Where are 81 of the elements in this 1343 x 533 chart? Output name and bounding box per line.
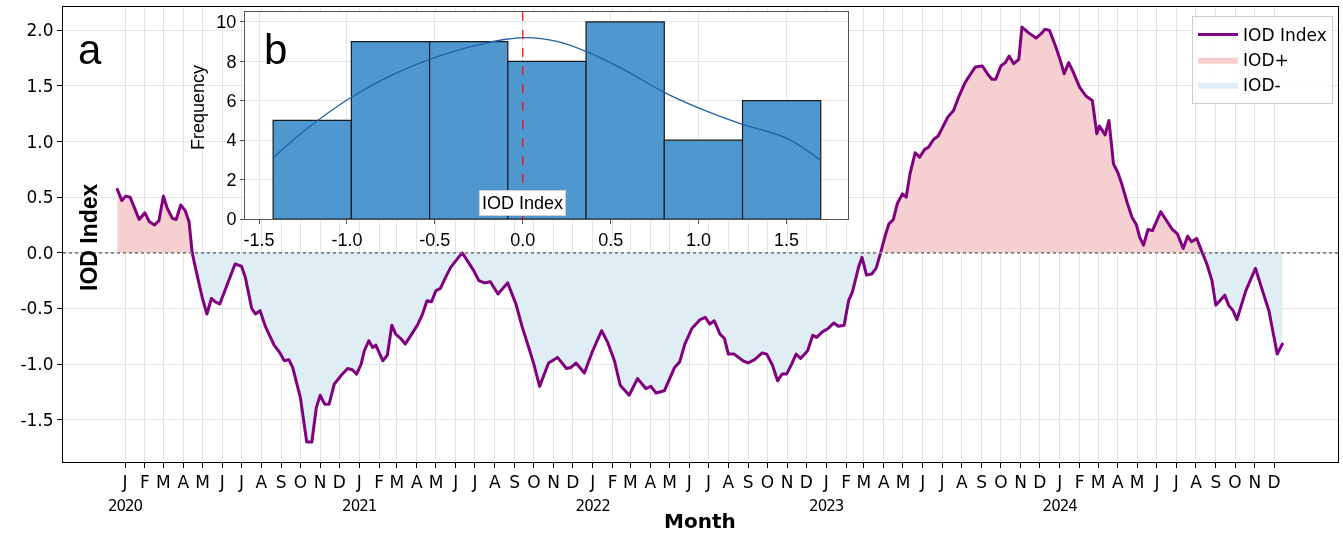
x-tick-label: J — [218, 472, 225, 493]
y-tick-label: 2.0 — [26, 20, 54, 41]
x-tick-label: O — [527, 472, 541, 493]
x-tick-label: A — [644, 472, 657, 493]
x-tick-label: O — [994, 472, 1008, 493]
y-axis-title: IOD Index — [76, 183, 102, 291]
y-tick-label: 8 — [226, 51, 237, 72]
x-tick-label: A — [722, 472, 735, 493]
annotation: b — [264, 26, 288, 73]
x-tick-label: F — [1074, 472, 1085, 493]
x-tick-label: M — [623, 472, 638, 493]
x-tick-label: 0.5 — [598, 229, 624, 250]
x-tick-label: A — [177, 472, 190, 493]
x-tick-label: A — [1190, 472, 1203, 493]
x-tick-label: S — [509, 472, 521, 493]
x-tick-label: S — [742, 472, 754, 493]
x-tick-label: M — [195, 472, 210, 493]
x-tick-label: M — [428, 472, 444, 493]
x-tick-label: J — [1172, 472, 1179, 493]
x-tick-label: F — [374, 472, 384, 493]
x-tick-label: J — [704, 472, 712, 493]
y-axis-title: Frequency — [188, 65, 209, 151]
legend-label: IOD- — [1243, 75, 1281, 96]
annotation: a — [78, 26, 102, 73]
x-tick-label: N — [1014, 472, 1028, 493]
x-tick-label: S — [275, 472, 287, 493]
x-tick-label: M — [1090, 472, 1106, 493]
x-tick-label: N — [547, 472, 561, 493]
x-tick-label: A — [255, 472, 268, 493]
x-tick-label: O — [760, 472, 775, 493]
x-tick-label: D — [1267, 472, 1281, 493]
x-tick-label: N — [313, 472, 327, 493]
x-tick-label: N — [780, 472, 794, 493]
x-tick-label: A — [410, 472, 423, 493]
x-tick-label: 0.0 — [510, 229, 536, 250]
y-tick-label: 10 — [216, 12, 237, 33]
y-tick-label: 1.5 — [26, 75, 54, 96]
x-tick-label: J — [237, 472, 244, 493]
y-tick-label: 1.0 — [26, 131, 54, 152]
x-tick-label: F — [607, 472, 618, 493]
x-tick-label: A — [877, 472, 890, 493]
x-tick-label: J — [471, 472, 478, 493]
y-tick-label: 0 — [226, 209, 237, 230]
x-tick-label: F — [841, 472, 851, 493]
x-tick-label: S — [1210, 472, 1222, 493]
ref-line-label: IOD Index — [482, 193, 564, 213]
x-tick-label: A — [1112, 472, 1125, 493]
x-tick-label: A — [956, 472, 969, 493]
x-tick-label: M — [856, 472, 872, 493]
y-tick-label: -0.5 — [20, 298, 54, 319]
y-tick-label: 6 — [226, 91, 237, 112]
y-tick-label: 4 — [226, 130, 237, 151]
x-tick-label: 1.5 — [773, 229, 799, 250]
x-tick-label: A — [489, 472, 501, 493]
y-tick-label: 2 — [226, 169, 237, 190]
x-tick-label: M — [662, 472, 677, 493]
x-tick-label: N — [1248, 472, 1262, 493]
x-tick-label: J — [938, 472, 945, 493]
x-tick-label: O — [1228, 472, 1242, 493]
x-tick-label: F — [140, 472, 150, 493]
y-tick-label: -1.5 — [20, 409, 54, 430]
x-tick-label: 1.0 — [686, 229, 712, 250]
y-tick-label: 0.0 — [26, 242, 54, 263]
x-tick-label: J — [919, 472, 926, 493]
x-tick-label: M — [895, 472, 911, 493]
x-tick-label: J — [452, 472, 459, 493]
x-tick-label: M — [1129, 472, 1145, 493]
x-tick-label: O — [293, 472, 308, 493]
x-tick-label: M — [389, 472, 405, 493]
x-tick-label: -0.5 — [419, 229, 451, 250]
x-tick-label: M — [156, 472, 171, 493]
y-tick-label: -1.0 — [20, 354, 54, 375]
x-tick-label: -1.5 — [243, 229, 275, 250]
x-tick-label: -1.0 — [331, 229, 363, 250]
y-tick-label: 0.5 — [26, 187, 54, 208]
legend-label: IOD+ — [1243, 50, 1289, 71]
x-tick-label: J — [685, 472, 692, 493]
x-tick-label: J — [1153, 472, 1160, 493]
x-axis-title: Month — [664, 509, 736, 533]
legend-label: IOD Index — [1243, 25, 1327, 46]
x-tick-label: S — [976, 472, 988, 493]
